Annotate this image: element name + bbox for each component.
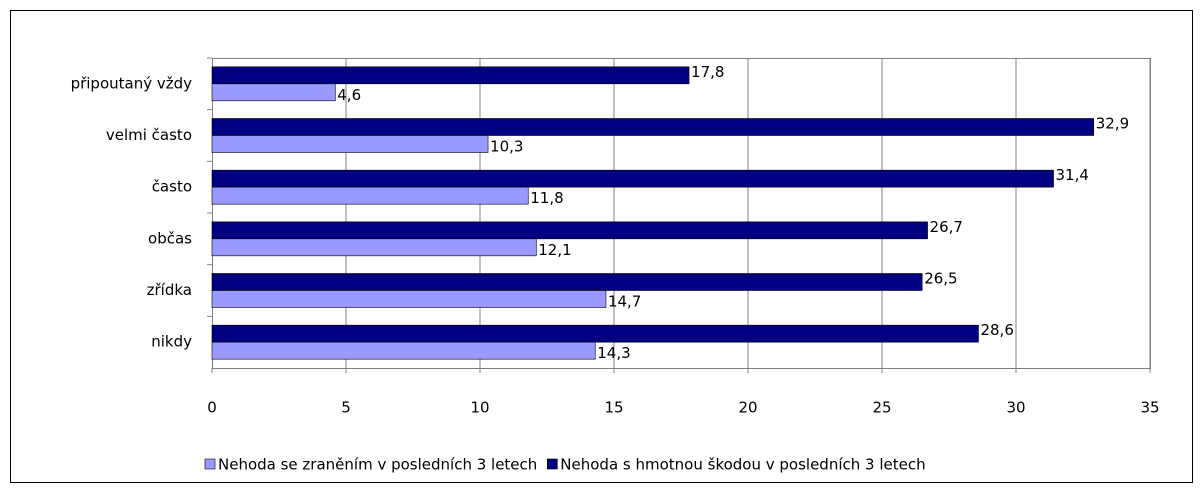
plot-area xyxy=(212,58,1151,369)
bar xyxy=(211,83,336,102)
value-label: 32,9 xyxy=(1096,115,1129,133)
y-tick-label: často xyxy=(152,178,192,196)
value-label: 14,3 xyxy=(597,344,630,362)
x-tick-label: 15 xyxy=(604,399,623,417)
bar xyxy=(211,324,979,343)
bar xyxy=(211,169,1054,188)
bar xyxy=(211,118,1095,136)
value-label: 12,1 xyxy=(538,241,571,259)
legend-label: Nehoda se zraněním v posledních 3 letech xyxy=(218,456,537,474)
x-tick-label: 30 xyxy=(1006,399,1025,417)
value-label: 4,6 xyxy=(337,86,361,104)
legend-swatch xyxy=(204,458,216,470)
x-tick-label: 20 xyxy=(738,399,757,417)
x-tick-label: 35 xyxy=(1140,399,1159,417)
y-tick-label: zřídka xyxy=(147,281,192,299)
value-label: 28,6 xyxy=(980,321,1013,339)
bar xyxy=(211,221,928,240)
x-tick-label: 0 xyxy=(207,399,217,417)
value-label: 31,4 xyxy=(1056,166,1089,184)
bar xyxy=(211,290,607,308)
y-tick-label: připoutaný vždy xyxy=(71,74,193,92)
legend-swatch xyxy=(546,458,558,470)
x-tick-label: 10 xyxy=(470,399,489,417)
value-label: 17,8 xyxy=(691,63,724,81)
bar xyxy=(211,341,596,360)
value-label: 14,7 xyxy=(608,293,641,311)
y-tick-label: velmi často xyxy=(106,126,192,144)
value-label: 26,7 xyxy=(930,218,963,236)
bar xyxy=(211,273,923,291)
bar xyxy=(211,66,690,85)
value-label: 26,5 xyxy=(924,270,957,288)
x-tick-label: 5 xyxy=(341,399,351,417)
y-tick-label: nikdy xyxy=(151,333,192,351)
value-label: 10,3 xyxy=(490,138,523,156)
bar xyxy=(211,135,489,153)
bar xyxy=(211,186,529,205)
y-tick-label: občas xyxy=(148,229,192,247)
bar xyxy=(211,238,537,257)
x-tick-label: 25 xyxy=(872,399,891,417)
legend-label: Nehoda s hmotnou škodou v posledních 3 l… xyxy=(560,456,925,474)
value-label: 11,8 xyxy=(530,189,563,207)
